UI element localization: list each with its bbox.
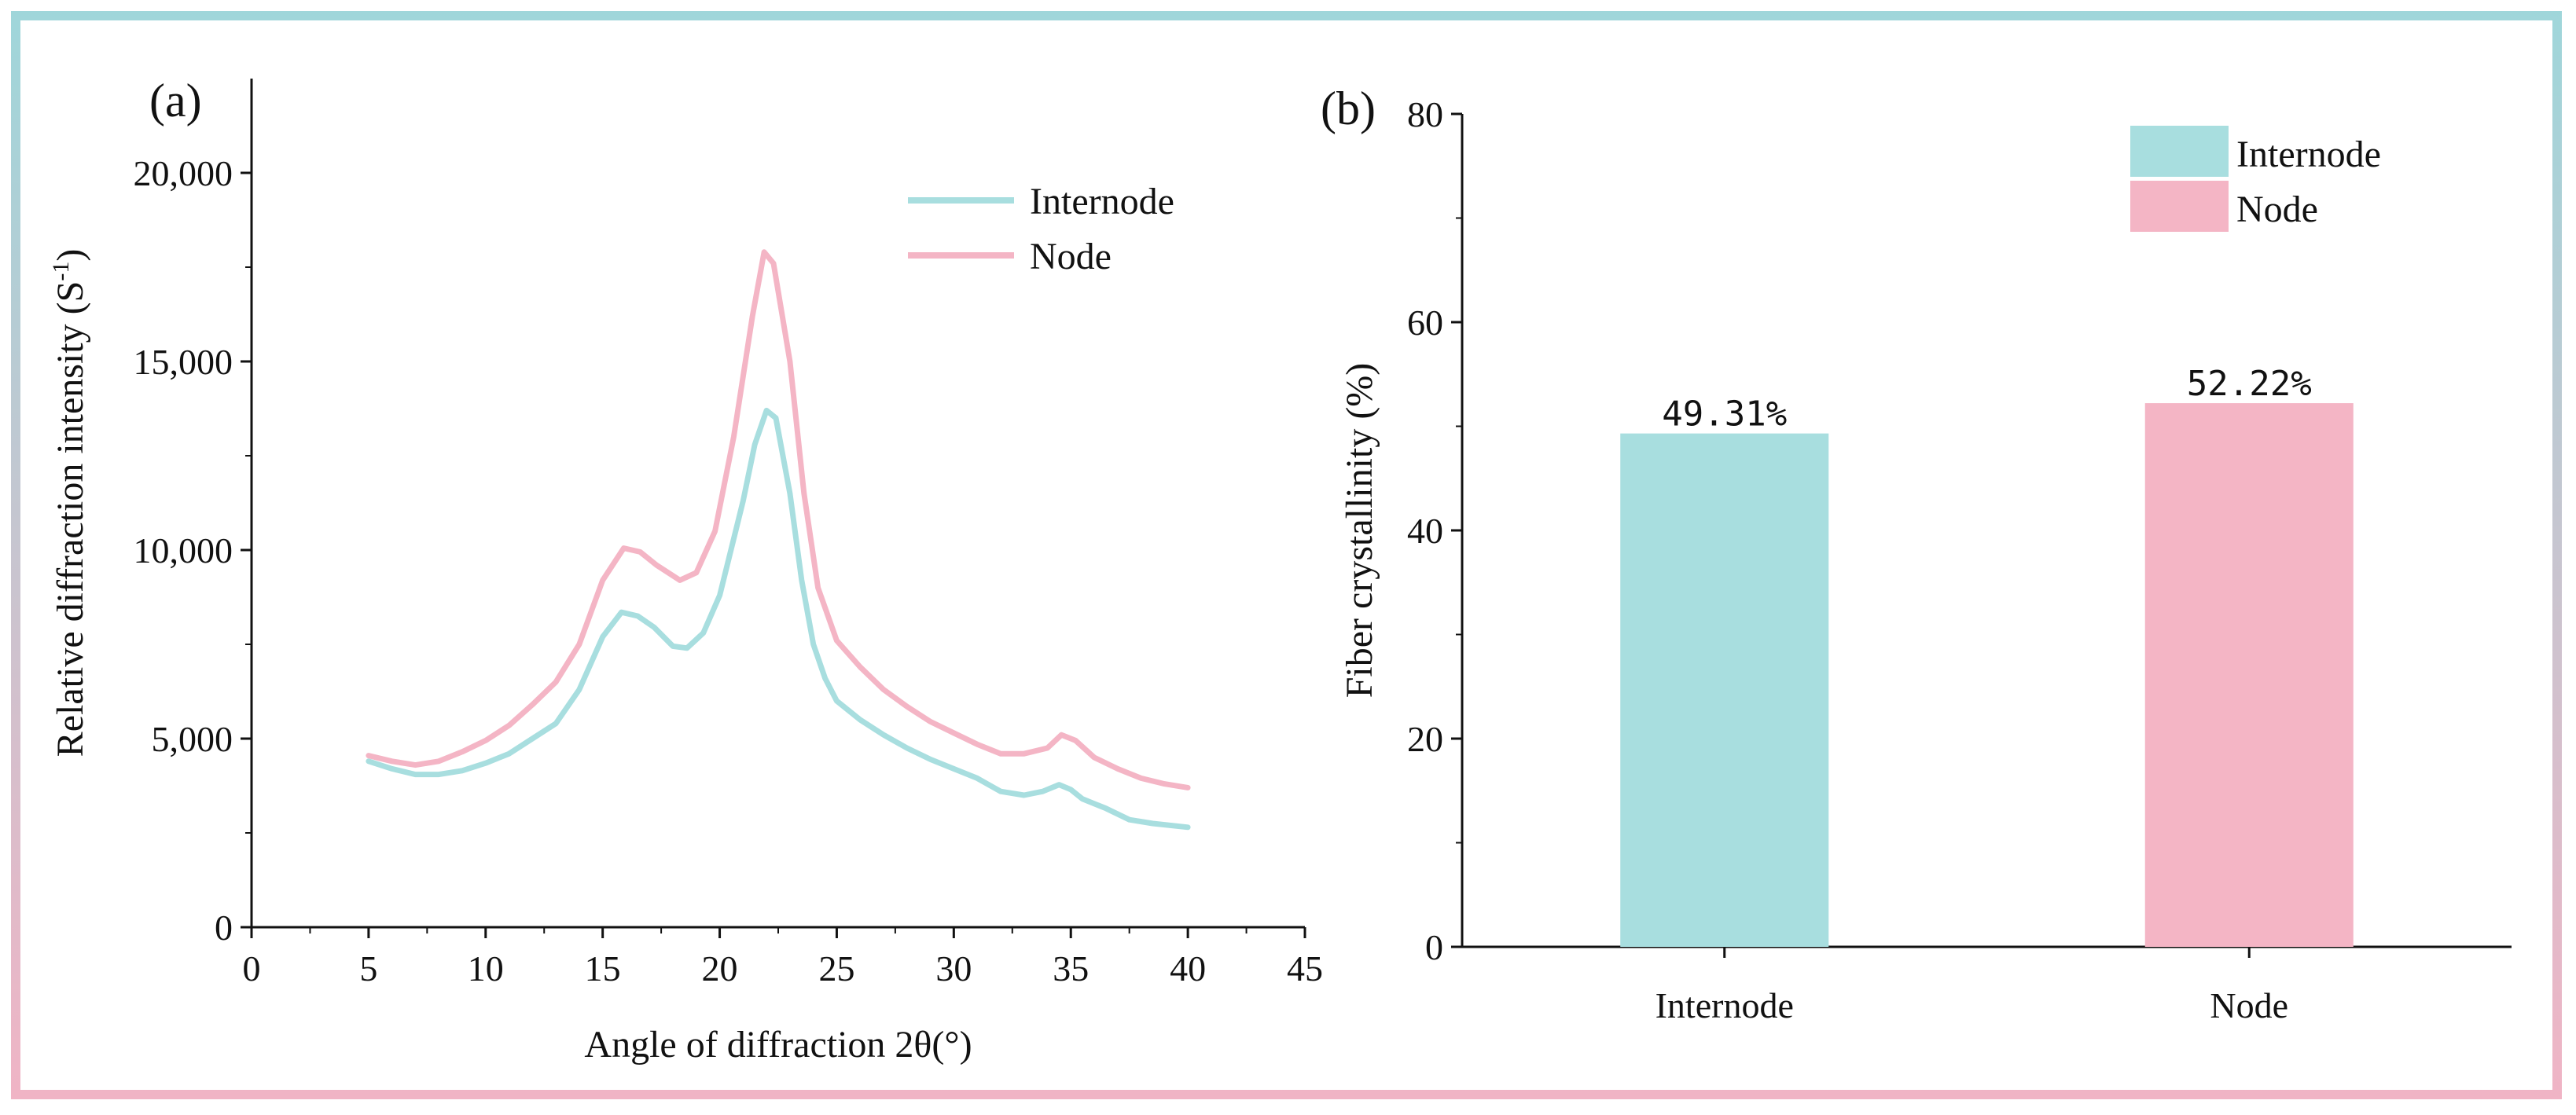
panel-b-y-tick-label: 80 [1407, 94, 1443, 134]
panel-a-legend-node-label: Node [1030, 236, 1112, 277]
panel-a-legend: Internode Node [908, 181, 1174, 277]
panel-b-y-tick-label: 0 [1425, 927, 1443, 967]
panel-a-label: (a) [149, 75, 202, 127]
panel-b-legend-internode-label: Internode [2236, 134, 2381, 175]
panel-b-bars: Internode 49.31% Node 52.22% [1620, 364, 2354, 1025]
panel-b-y-tick-label: 20 [1407, 719, 1443, 759]
panel-b-y-tick-label: 60 [1407, 303, 1443, 343]
panel-a-x-ticks: 0 5 10 15 20 25 30 35 40 45 [243, 927, 1323, 988]
bar-node [2144, 403, 2354, 947]
panel-b-label: (b) [1321, 83, 1376, 134]
panel-a-series [366, 249, 1191, 831]
panel-a-y-tick-label: 0 [215, 908, 233, 948]
panel-a-x-tick-label: 25 [818, 948, 854, 988]
panel-a-y-tick-label: 15,000 [134, 342, 233, 382]
panel-a-x-tick-label: 15 [585, 948, 621, 988]
panel-a-line-chart: (a) 0 5,000 10,000 15,000 20,000 0 5 10 15 20 25 3… [48, 75, 1323, 1065]
panel-a-y-tick-label: 20,000 [134, 153, 233, 193]
bar-value-label: 49.31% [1662, 394, 1787, 435]
panel-a-y-ticks: 0 5,000 10,000 15,000 20,000 [134, 153, 252, 948]
panel-a-y-tick-label: 10,000 [134, 530, 233, 570]
panel-a-y-axis-title-close: ) [50, 249, 91, 262]
series-line-internode [366, 407, 1191, 831]
bar-value-label: 52.22% [2187, 364, 2312, 404]
panel-a-x-axis-title: Angle of diffraction 2θ(°) [584, 1024, 972, 1065]
panel-a-y-tick-label: 5,000 [152, 719, 233, 759]
panel-a-y-axis-title: Relative diffraction intensity (S-1) [48, 249, 91, 757]
panel-a-y-axis-title-sup: -1 [48, 262, 74, 281]
panel-a-legend-internode-label: Internode [1030, 181, 1174, 222]
panel-b-legend: Internode Node [2130, 126, 2381, 232]
panel-b-y-axis-title: Fiber crystallinity (%) [1339, 363, 1380, 699]
panel-a-x-tick-label: 0 [243, 948, 261, 988]
panel-b-x-tick-label: Internode [1655, 985, 1794, 1025]
panel-a-x-tick-label: 30 [935, 948, 972, 988]
panel-b-legend-internode-swatch [2130, 126, 2229, 177]
panel-b-x-tick-label: Node [2210, 985, 2288, 1025]
panel-a-x-tick-label: 40 [1170, 948, 1206, 988]
series-line-node [366, 249, 1191, 790]
panel-b-legend-node-label: Node [2236, 189, 2318, 230]
panel-a-x-tick-label: 10 [468, 948, 504, 988]
panel-a-x-tick-label: 5 [359, 948, 377, 988]
panel-b-legend-node-swatch [2130, 181, 2229, 232]
panel-a-y-axis-title-main: Relative diffraction intensity (S [50, 281, 91, 757]
panel-b-y-ticks: 0 20 40 60 80 [1407, 94, 1462, 967]
panel-a-x-tick-label: 45 [1287, 948, 1323, 988]
panel-b-y-tick-label: 40 [1407, 511, 1443, 551]
panel-a-x-tick-label: 20 [702, 948, 738, 988]
panel-a-x-tick-label: 35 [1053, 948, 1089, 988]
bar-internode [1620, 433, 1829, 947]
